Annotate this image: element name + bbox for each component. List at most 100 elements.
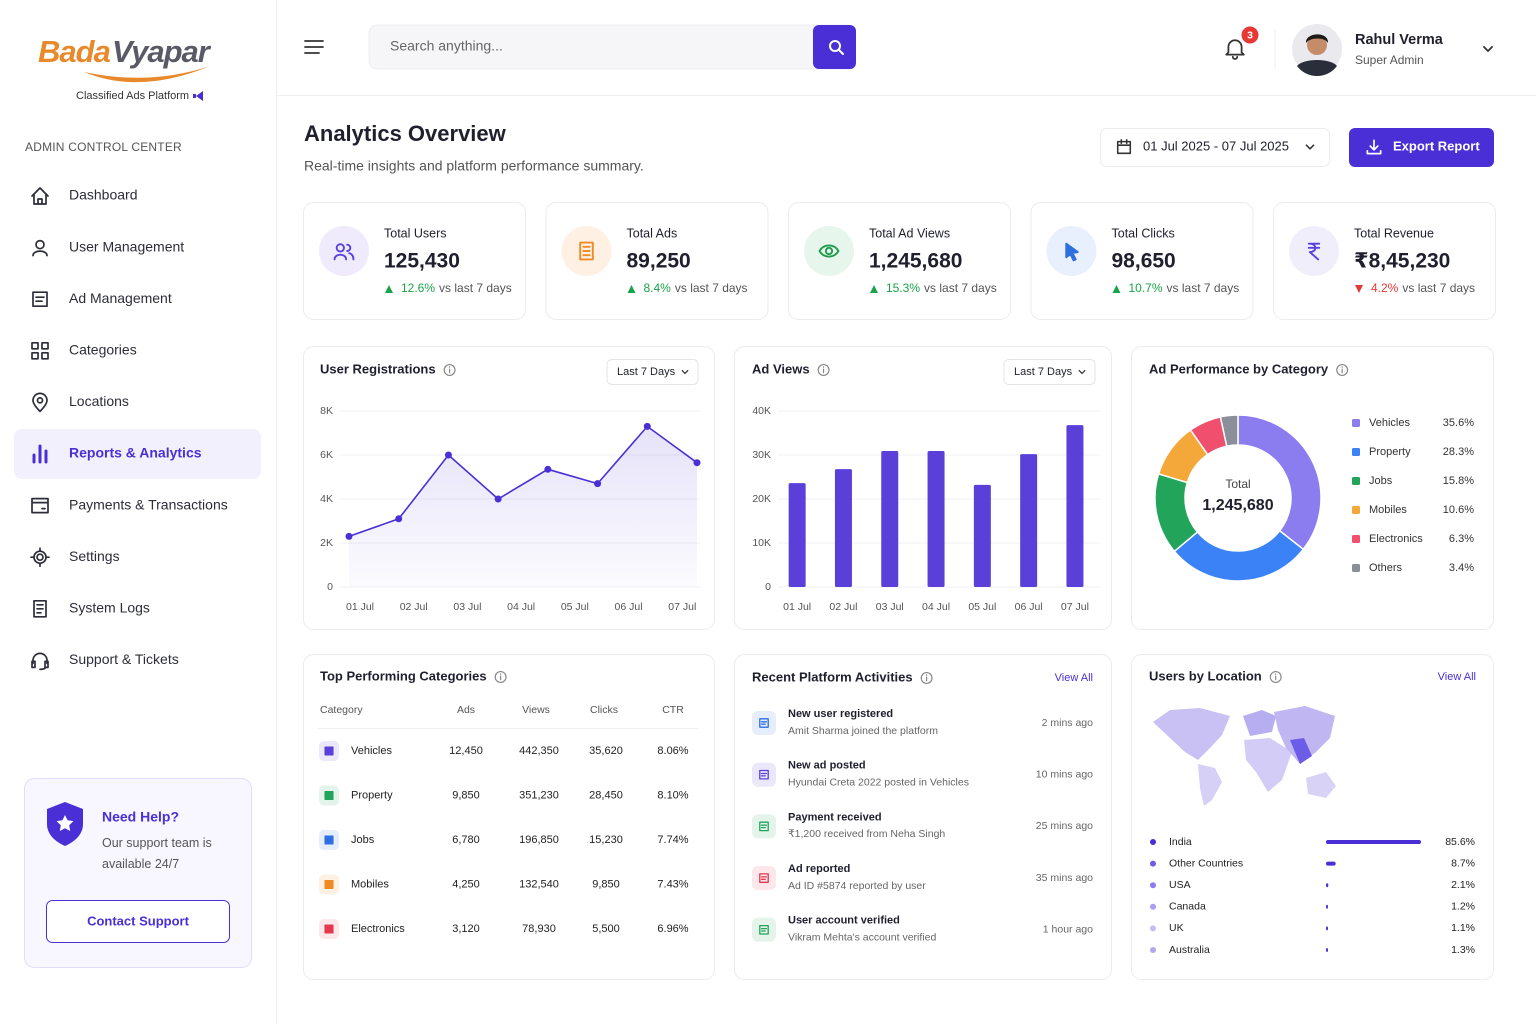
nav-item-hit[interactable] (14, 532, 261, 582)
icon (759, 873, 769, 883)
icon (31, 497, 49, 514)
x-tick-label: 05 Jul (561, 601, 589, 613)
icon-shape (759, 873, 769, 883)
icon-shape (759, 769, 769, 780)
y-tick-label: 40K (752, 405, 771, 417)
icon (31, 341, 49, 360)
x-tick-label: 07 Jul (668, 601, 696, 613)
tagline: Classified Ads Platform (76, 90, 189, 102)
activity-description: Hyundai Creta 2022 posted in Vehicles (788, 776, 969, 788)
legend-value: 35.6% (1443, 417, 1474, 429)
legend-swatch (1352, 506, 1360, 514)
date-range: 01 Jul 2025 - 07 Jul 2025 (1143, 138, 1289, 153)
icon (759, 769, 769, 780)
icon (304, 40, 324, 54)
legend-label: Property (1369, 446, 1411, 458)
activity-name: Payment received (788, 811, 882, 823)
nav-label: System Logs (69, 600, 150, 616)
logo-swoosh (84, 66, 210, 83)
location-bar (1326, 948, 1328, 952)
trend-arrow (870, 285, 878, 293)
icon (32, 239, 48, 257)
icon (759, 924, 769, 935)
table-cell: 351,230 (519, 789, 559, 801)
icon (324, 746, 334, 756)
notification-badge (1241, 26, 1259, 44)
icon (1078, 369, 1086, 375)
stat-change: 8.4% (644, 281, 672, 295)
table-cell: 6,780 (452, 834, 480, 846)
icon-shape (31, 652, 49, 671)
icon-shape (32, 291, 48, 308)
legend-swatch (1352, 564, 1360, 572)
chart-title: Ad Performance by Category (1149, 361, 1329, 376)
icon (32, 291, 48, 308)
column-header: Ads (457, 704, 475, 716)
y-tick-label: 6K (320, 449, 333, 461)
location-dot (1150, 860, 1156, 867)
table-cell: 6.96% (657, 923, 688, 935)
filter-dropdown[interactable] (1003, 359, 1096, 385)
nav-item-hit[interactable] (14, 326, 261, 376)
map-region (1306, 772, 1336, 798)
icon (759, 821, 769, 832)
stat-value: 98,650 (1112, 250, 1176, 273)
icon-shape (829, 40, 844, 55)
point (594, 480, 602, 488)
icon (31, 187, 49, 205)
export-label: Export Report (1393, 138, 1480, 153)
table-cell: 7.43% (657, 878, 688, 890)
location-dot (1150, 839, 1156, 845)
user-name: Rahul Verma (1355, 32, 1444, 48)
table-cell: 8.06% (657, 745, 688, 757)
icon-shape (324, 924, 334, 934)
filter-label: Last 7 Days (1014, 366, 1073, 378)
nav-label: Settings (69, 548, 120, 564)
export-button[interactable] (1349, 128, 1494, 167)
icon-shape (1307, 242, 1321, 261)
stat-value: ₹8,45,230 (1354, 250, 1450, 273)
nav-item-hit[interactable] (14, 171, 261, 221)
icon (32, 444, 48, 464)
location-panel (1131, 654, 1494, 980)
location-dot (1150, 903, 1156, 910)
x-tick-label: 06 Jul (615, 601, 643, 613)
view-all-link[interactable]: View All (1055, 672, 1093, 684)
bar (1066, 425, 1084, 587)
icon-shape (333, 243, 355, 261)
column-header: Clicks (590, 704, 618, 716)
search-button[interactable] (813, 25, 856, 69)
point (395, 515, 403, 523)
stat-label: Total Users (384, 226, 447, 240)
trend-arrow (1355, 285, 1363, 293)
icon (579, 241, 594, 261)
nav-label: Dashboard (69, 187, 138, 203)
icon-shape (324, 835, 334, 845)
nav-item-hit[interactable] (14, 377, 261, 427)
date-picker[interactable] (1100, 128, 1330, 167)
view-all-link[interactable]: View All (1438, 671, 1476, 683)
activity-icon-bg (752, 814, 776, 839)
filter-dropdown[interactable] (606, 359, 699, 385)
icon (324, 879, 334, 890)
donut-center-label: Total (1225, 477, 1250, 491)
icon (1269, 671, 1282, 683)
legend-label: Vehicles (1369, 417, 1410, 429)
activity-panel (734, 654, 1112, 980)
stat-compare: vs last 7 days (1402, 281, 1475, 295)
trend-arrow (627, 285, 636, 293)
legend-label: Electronics (1369, 533, 1423, 545)
nav-label: Payments & Transactions (69, 496, 228, 512)
legend-value: 3.4% (1449, 562, 1474, 574)
icon (1225, 39, 1245, 60)
location-dot (1150, 882, 1156, 889)
icon (1116, 139, 1132, 155)
notification-count: 3 (1247, 29, 1253, 41)
table-cell: 12,450 (449, 745, 483, 757)
activity-name: Ad reported (788, 863, 850, 875)
location-dot (1150, 925, 1156, 932)
table-title: Top Performing Categories (320, 668, 487, 683)
contact-button[interactable] (46, 900, 230, 943)
contact-button-label: Contact Support (87, 913, 189, 928)
